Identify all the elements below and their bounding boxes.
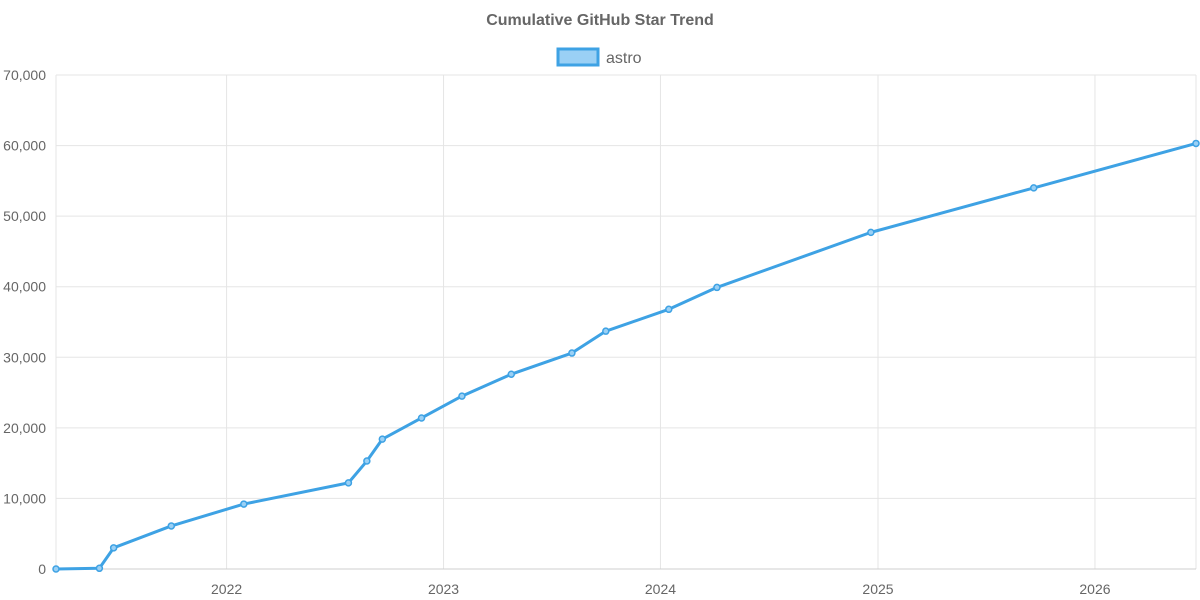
x-gridlines <box>55 75 1197 569</box>
data-point[interactable] <box>52 565 60 573</box>
data-point[interactable] <box>95 564 104 573</box>
series-layer <box>52 139 1200 573</box>
x-axis-tick-labels: 2022 2023 2024 2025 2026 <box>211 581 1111 597</box>
series-line-astro <box>54 141 1198 571</box>
legend-label-astro[interactable]: astro <box>606 50 642 67</box>
data-point[interactable] <box>417 414 426 422</box>
x-tick-label: 2022 <box>211 581 242 597</box>
y-tick-label: 20,000 <box>3 420 46 436</box>
y-tick-label: 10,000 <box>3 490 46 506</box>
data-point[interactable] <box>1192 139 1200 148</box>
y-tick-label: 50,000 <box>3 208 46 224</box>
x-tick-label: 2026 <box>1079 581 1110 597</box>
y-gridlines <box>56 74 1196 499</box>
y-tick-label: 40,000 <box>3 279 46 295</box>
data-point[interactable] <box>602 327 610 335</box>
data-point[interactable] <box>458 392 466 400</box>
y-tick-label: 30,000 <box>3 349 46 365</box>
data-point[interactable] <box>240 500 248 508</box>
x-tick-label: 2025 <box>862 581 893 597</box>
y-tick-label: 0 <box>38 561 46 577</box>
y-axis-tick-labels: 0 10,000 20,000 30,000 40,000 50,000 60,000 70,… <box>3 67 46 577</box>
legend-swatch-astro[interactable] <box>556 47 600 67</box>
data-point[interactable] <box>109 544 118 552</box>
data-point[interactable] <box>363 457 371 465</box>
data-point[interactable] <box>167 522 176 530</box>
data-point[interactable] <box>867 228 875 237</box>
data-point[interactable] <box>344 479 353 487</box>
x-tick-label: 2023 <box>428 581 459 597</box>
y-tick-label: 60,000 <box>3 138 46 154</box>
data-point[interactable] <box>1029 184 1038 192</box>
chart-title: Cumulative GitHub Star Trend <box>486 12 714 29</box>
data-point[interactable] <box>378 435 387 443</box>
data-point[interactable] <box>713 283 721 292</box>
data-point[interactable] <box>507 370 516 378</box>
data-point[interactable] <box>665 305 673 314</box>
data-point[interactable] <box>568 349 576 357</box>
y-tick-label: 70,000 <box>3 67 46 83</box>
legend[interactable]: astro <box>556 47 642 67</box>
x-tick-label: 2024 <box>645 581 676 597</box>
